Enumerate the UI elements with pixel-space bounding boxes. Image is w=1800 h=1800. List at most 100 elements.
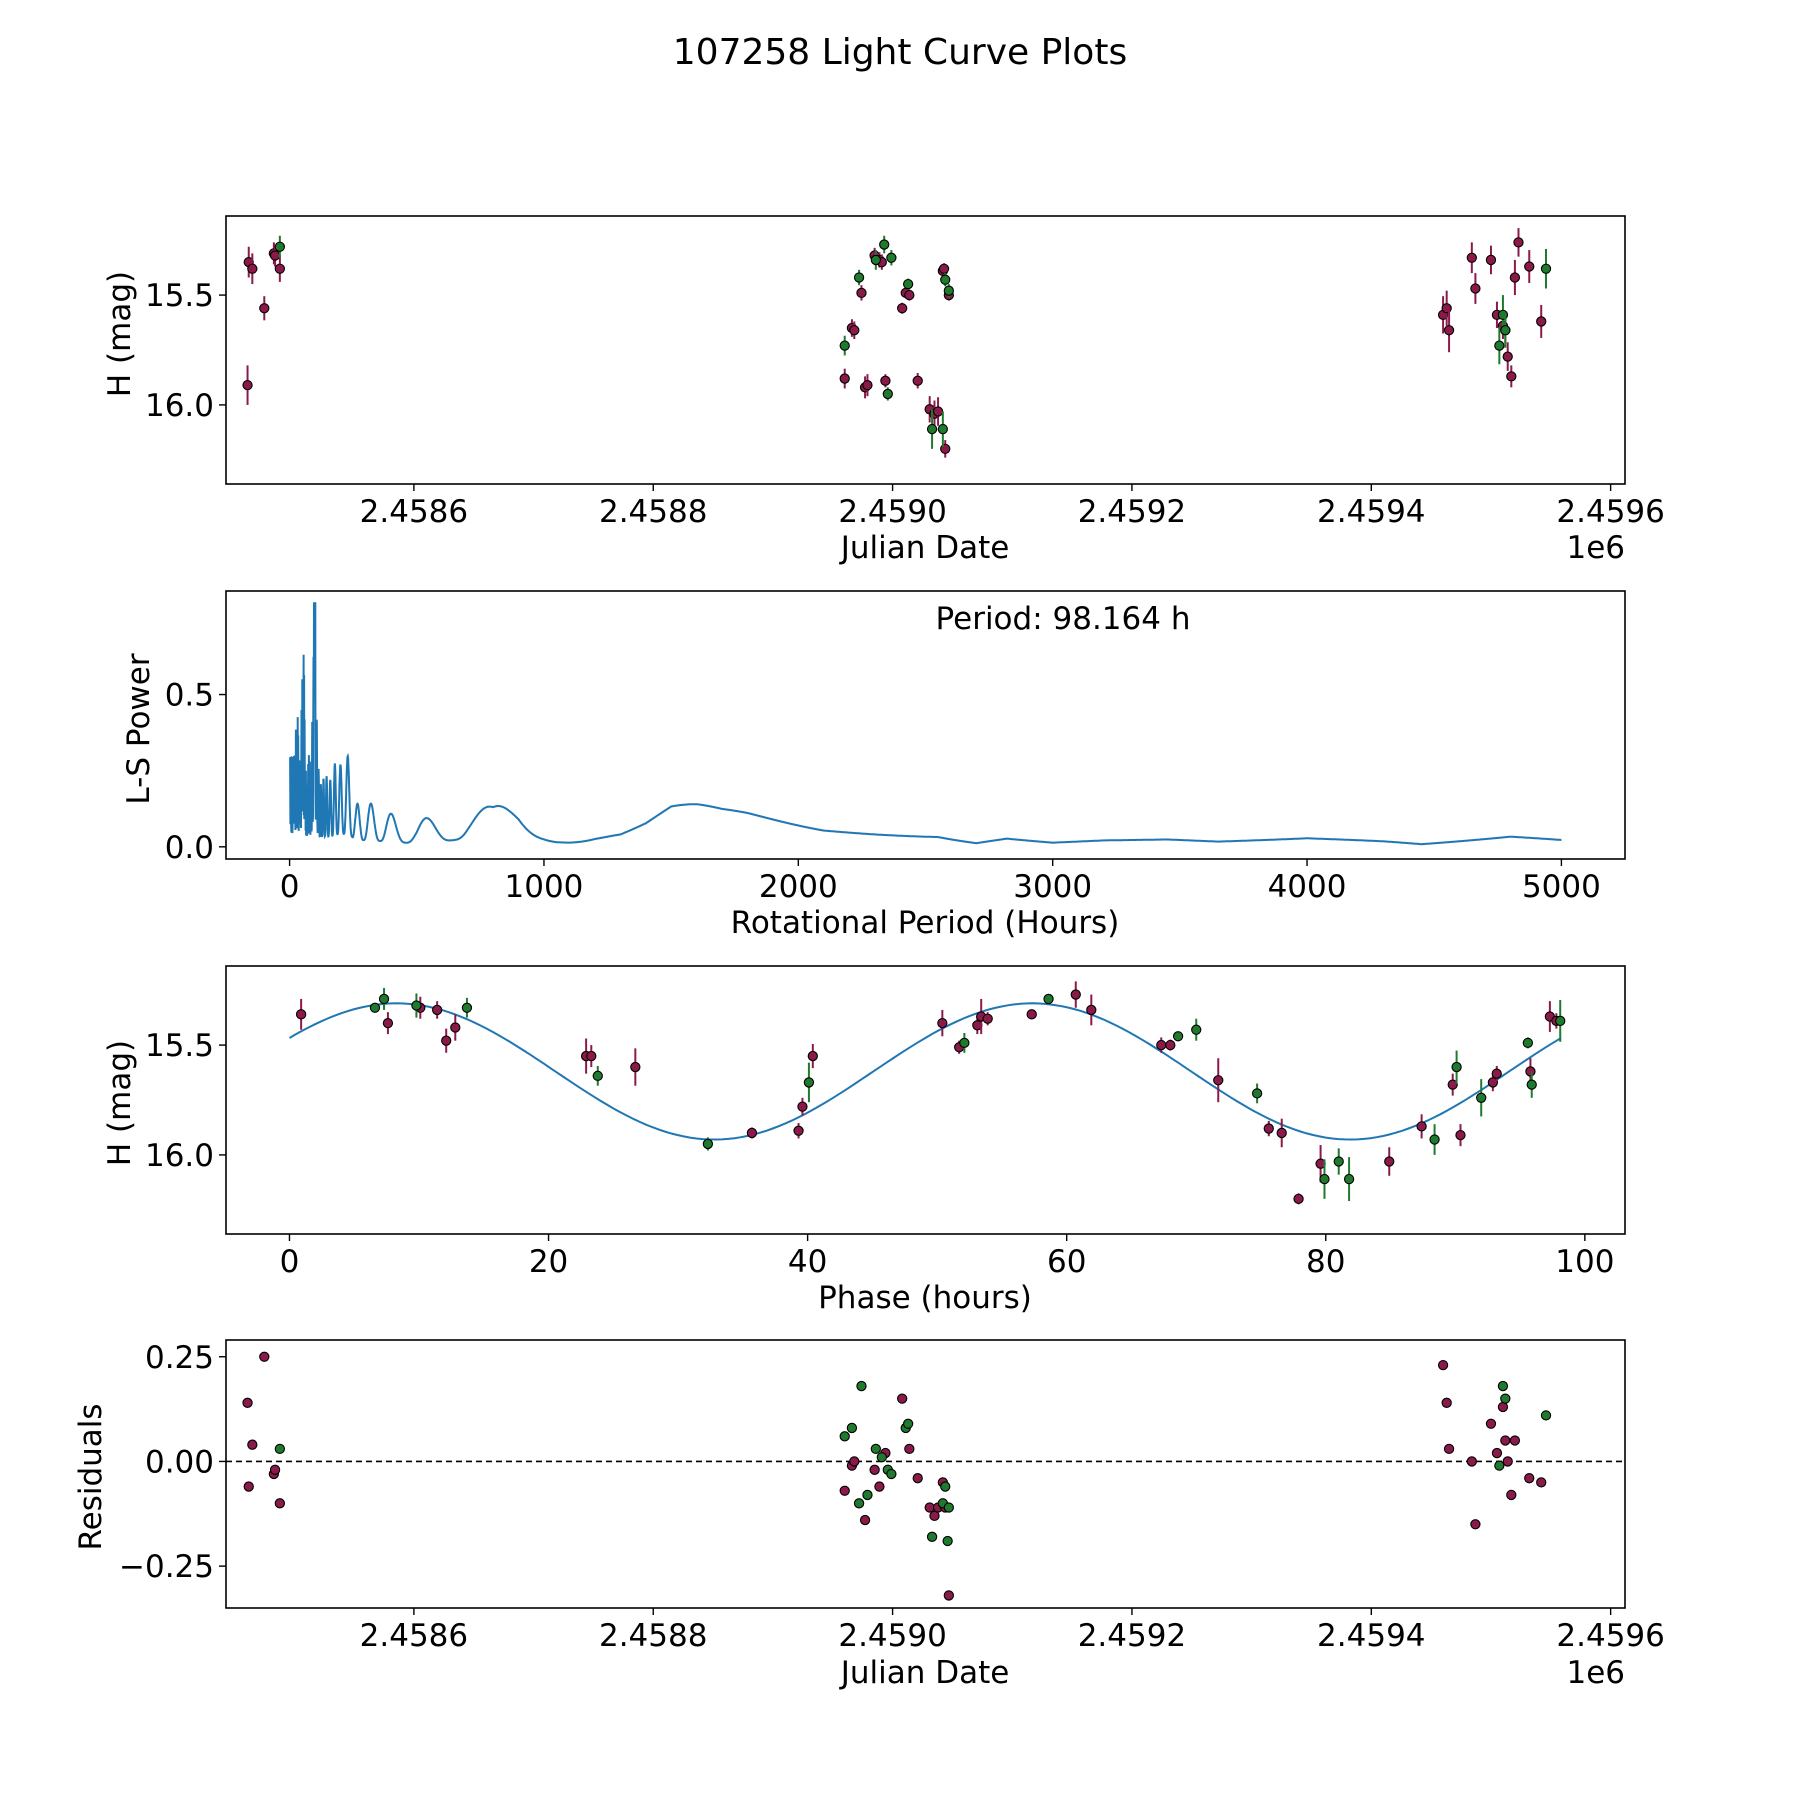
residuals-point-r — [274, 1498, 286, 1509]
phased-point-r — [295, 1009, 307, 1020]
periodogram-annotation: Period: 98.164 h — [936, 601, 1191, 637]
residuals-point-r — [1466, 1456, 1477, 1467]
residuals-point-r — [1443, 1443, 1455, 1455]
phased-point-g — [702, 1138, 714, 1150]
residuals-point-r — [269, 1464, 281, 1475]
lightcurve-point-g — [1494, 340, 1505, 351]
phased-point-r — [1276, 1127, 1287, 1139]
residuals-point-g — [1540, 1410, 1552, 1421]
lightcurve-point-r — [1502, 351, 1513, 362]
residuals-point-r — [243, 1481, 254, 1492]
periodogram-ytick-label: 0.0 — [165, 830, 214, 866]
lightcurve-point-g — [902, 278, 914, 290]
phased-point-g — [369, 1002, 381, 1013]
lightcurve-point-r — [932, 406, 944, 417]
residuals-point-r — [1470, 1519, 1481, 1530]
lightcurve-ylabel: H (mag) — [102, 271, 138, 397]
lightcurve-point-r — [259, 303, 270, 314]
phased-point-g — [1451, 1061, 1462, 1073]
residuals-point-r — [1437, 1359, 1449, 1371]
phased-point-g — [1429, 1134, 1440, 1145]
phased-ytick-label: 15.5 — [145, 1028, 214, 1064]
lightcurve-point-r — [1524, 261, 1535, 272]
lightcurve-point-g — [882, 388, 893, 400]
residuals-ytick-label: 0.25 — [145, 1340, 214, 1376]
residuals-point-r — [1500, 1435, 1511, 1446]
phased-point-g — [378, 993, 390, 1005]
residuals-point-r — [1506, 1489, 1517, 1501]
residuals-point-r — [247, 1439, 258, 1450]
phased-plot-frame — [225, 965, 1626, 1235]
phased-point-r — [1416, 1121, 1427, 1132]
residuals-offset-label: 1e6 — [1566, 1655, 1625, 1691]
residuals-xtick-label: 2.4594 — [1317, 1618, 1425, 1654]
phased-xtick-label: 0 — [280, 1244, 300, 1280]
lightcurve-point-g — [853, 272, 865, 283]
phased-point-r — [1263, 1123, 1274, 1134]
phased-point-r — [1213, 1075, 1224, 1086]
residuals-point-g — [274, 1443, 286, 1455]
lightcurve-point-g — [926, 423, 938, 435]
phased-point-g — [1343, 1173, 1355, 1185]
residuals-point-r — [904, 1443, 915, 1455]
lightcurve-point-r — [880, 375, 891, 386]
residuals-point-g — [870, 1443, 881, 1455]
residuals-point-g — [856, 1380, 867, 1392]
residuals-point-r — [1509, 1435, 1521, 1446]
phased-point-g — [1319, 1173, 1330, 1185]
phased-data-points — [295, 981, 1566, 1205]
periodogram-xtick-label: 2000 — [759, 869, 838, 905]
lightcurve-ytick-label: 15.5 — [145, 278, 214, 314]
lightcurve-point-r — [1506, 371, 1517, 382]
phased-point-g — [461, 1002, 473, 1013]
phased-xlabel: Phase (hours) — [818, 1280, 1032, 1316]
phased-xtick-label: 100 — [1555, 1244, 1614, 1280]
phased-point-r — [982, 1013, 993, 1024]
lightcurve-point-g — [940, 274, 951, 285]
residuals-point-r — [1536, 1477, 1547, 1488]
phased-point-r — [1026, 1009, 1037, 1020]
lightcurve-offset-label: 1e6 — [1566, 530, 1625, 566]
phased-point-r — [793, 1125, 804, 1136]
residuals-ytick-label: −0.25 — [119, 1549, 214, 1585]
residuals-point-g — [1497, 1380, 1509, 1392]
figure-title: 107258 Light Curve Plots — [673, 32, 1127, 73]
residuals-data-points — [242, 1351, 1552, 1601]
lightcurve-point-g — [870, 254, 881, 266]
phased-point-g — [1555, 1015, 1566, 1027]
residuals-point-g — [940, 1481, 951, 1492]
residuals-point-r — [1497, 1401, 1509, 1413]
residuals-point-r — [1485, 1418, 1497, 1429]
phased-point-r — [1487, 1077, 1499, 1088]
phased-point-r — [1165, 1039, 1176, 1051]
lightcurve-point-r — [1509, 272, 1521, 283]
lightcurve-point-g — [879, 239, 890, 250]
phased-point-r — [450, 1022, 461, 1033]
phased-xtick-label: 60 — [1047, 1244, 1086, 1280]
periodogram-xtick-label: 4000 — [1268, 869, 1347, 905]
residuals-point-r — [897, 1393, 908, 1404]
phased-point-g — [1191, 1024, 1202, 1035]
residuals-point-r — [1502, 1456, 1513, 1467]
lightcurve-point-g — [274, 241, 286, 252]
phased-ytick-label: 16.0 — [145, 1138, 214, 1174]
periodogram-xtick-label: 5000 — [1522, 869, 1601, 905]
residuals-point-g — [926, 1531, 938, 1542]
lightcurve-data-points — [242, 228, 1552, 458]
lightcurve-point-r — [1443, 325, 1455, 336]
lightcurve-point-r — [1485, 254, 1497, 266]
lightcurve-point-r — [269, 250, 281, 261]
lightcurve-xtick-label: 2.4596 — [1556, 494, 1664, 530]
phased-point-r — [382, 1017, 394, 1029]
residuals-xtick-label: 2.4596 — [1556, 1618, 1664, 1654]
phased-point-g — [1522, 1037, 1533, 1049]
residuals-point-r — [943, 1590, 954, 1601]
lightcurve-point-r — [862, 379, 873, 391]
lightcurve-point-g — [839, 340, 850, 351]
phased-point-r — [1491, 1068, 1502, 1079]
lightcurve-point-r — [839, 373, 850, 384]
phased-point-g — [803, 1077, 815, 1088]
phased-point-r — [1447, 1079, 1458, 1090]
